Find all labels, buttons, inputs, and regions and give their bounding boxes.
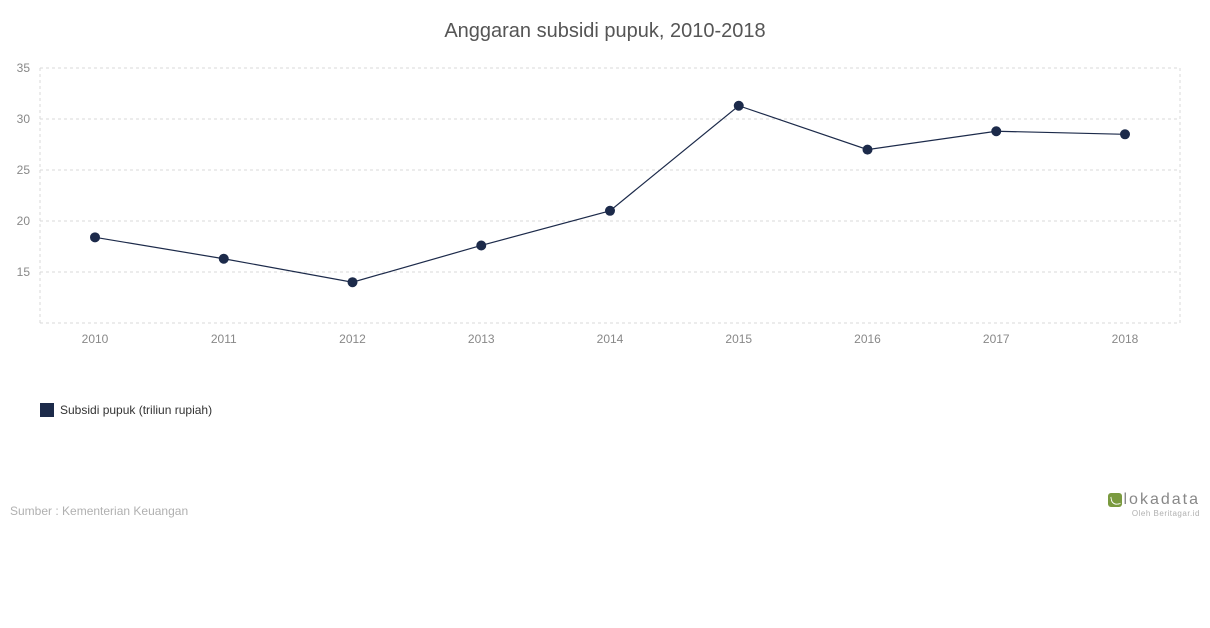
svg-text:2013: 2013 [468, 332, 495, 346]
svg-text:2011: 2011 [211, 332, 237, 346]
chart-title: Anggaran subsidi pupuk, 2010-2018 [0, 0, 1210, 43]
svg-text:15: 15 [17, 265, 31, 279]
svg-text:2010: 2010 [82, 332, 109, 346]
svg-text:2017: 2017 [983, 332, 1010, 346]
svg-text:20: 20 [17, 214, 31, 228]
footer: Sumber : Kementerian Keuangan lokadata O… [0, 491, 1210, 518]
line-chart: 15 20 25 30 35 2010 2011 2012 2013 2014 2015 2016 20… [0, 63, 1210, 363]
source-text: Sumber : Kementerian Keuangan [10, 504, 188, 518]
brand: lokadata Oleh Beritagar.id [1108, 491, 1201, 518]
leaf-icon [1108, 493, 1122, 507]
legend-label: Subsidi pupuk (triliun rupiah) [60, 403, 212, 417]
legend-swatch [40, 403, 54, 417]
svg-text:2016: 2016 [854, 332, 881, 346]
svg-text:2015: 2015 [725, 332, 752, 346]
svg-text:25: 25 [17, 163, 31, 177]
svg-text:2012: 2012 [339, 332, 366, 346]
legend: Subsidi pupuk (triliun rupiah) [40, 403, 1210, 417]
brand-subtext: Oleh Beritagar.id [1108, 509, 1201, 518]
svg-text:30: 30 [17, 112, 31, 126]
svg-text:2018: 2018 [1112, 332, 1139, 346]
svg-text:35: 35 [17, 63, 31, 75]
svg-text:2014: 2014 [597, 332, 624, 346]
brand-logo: lokadata [1108, 491, 1201, 509]
chart-container: 15 20 25 30 35 2010 2011 2012 2013 2014 2015 2016 20… [0, 63, 1210, 363]
